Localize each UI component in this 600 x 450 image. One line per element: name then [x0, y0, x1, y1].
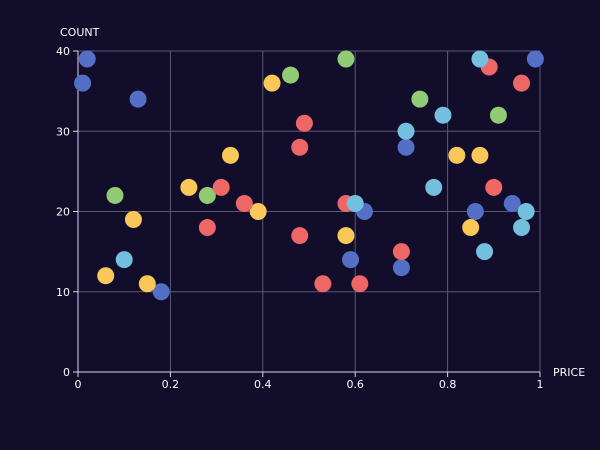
data-point[interactable] [198, 219, 216, 237]
data-point[interactable] [180, 178, 198, 196]
data-point[interactable] [526, 50, 544, 68]
data-point[interactable] [346, 194, 364, 212]
y-axis-title: COUNT [60, 26, 100, 39]
x-tick-label: 0.6 [346, 378, 364, 391]
y-tick-label: 0 [63, 366, 70, 379]
y-tick-label: 40 [56, 45, 70, 58]
data-point[interactable] [263, 74, 281, 92]
x-tick-label: 1 [537, 378, 544, 391]
y-tick-label: 10 [56, 286, 70, 299]
x-tick-label: 0 [75, 378, 82, 391]
data-point[interactable] [513, 219, 531, 237]
data-point[interactable] [74, 74, 92, 92]
axes [73, 50, 541, 377]
data-point[interactable] [476, 243, 494, 261]
data-point[interactable] [129, 90, 147, 108]
data-point[interactable] [351, 275, 369, 293]
data-point[interactable] [425, 178, 443, 196]
data-point[interactable] [503, 194, 521, 212]
data-point[interactable] [392, 259, 410, 277]
data-point[interactable] [291, 227, 309, 245]
x-tick-label: 0.4 [254, 378, 272, 391]
data-point[interactable] [282, 66, 300, 84]
data-point[interactable] [397, 138, 415, 156]
data-point[interactable] [462, 219, 480, 237]
data-points [74, 50, 544, 301]
data-point[interactable] [392, 243, 410, 261]
x-tick-label: 0.8 [439, 378, 457, 391]
data-point[interactable] [221, 146, 239, 164]
data-point[interactable] [78, 50, 96, 68]
data-point[interactable] [138, 275, 156, 293]
data-point[interactable] [434, 106, 452, 124]
data-point[interactable] [411, 90, 429, 108]
data-point[interactable] [471, 50, 489, 68]
data-point[interactable] [314, 275, 332, 293]
data-point[interactable] [397, 122, 415, 140]
data-point[interactable] [517, 203, 535, 220]
data-point[interactable] [124, 211, 142, 229]
data-point[interactable] [471, 146, 489, 164]
data-point[interactable] [337, 50, 355, 68]
x-axis-title: PRICE [553, 366, 585, 379]
data-point[interactable] [115, 251, 133, 269]
data-point[interactable] [198, 186, 216, 204]
data-point[interactable] [152, 283, 170, 301]
data-point[interactable] [291, 138, 309, 156]
data-point[interactable] [295, 114, 313, 132]
data-point[interactable] [97, 267, 115, 285]
y-tick-label: 20 [56, 206, 70, 219]
data-point[interactable] [485, 178, 503, 196]
data-point[interactable] [235, 194, 253, 212]
x-tick-label: 0.2 [162, 378, 180, 391]
data-point[interactable] [466, 203, 484, 220]
data-point[interactable] [448, 146, 466, 164]
data-point[interactable] [106, 186, 124, 204]
data-point[interactable] [212, 178, 230, 196]
y-tick-label: 30 [56, 125, 70, 138]
data-point[interactable] [337, 227, 355, 245]
data-point[interactable] [513, 74, 531, 92]
data-point[interactable] [249, 203, 267, 220]
data-point[interactable] [342, 251, 360, 269]
data-point[interactable] [489, 106, 507, 124]
